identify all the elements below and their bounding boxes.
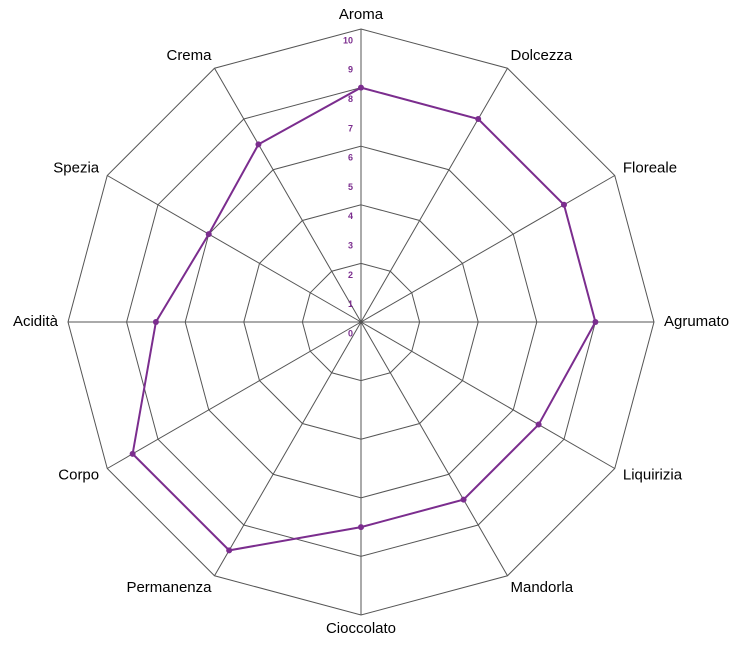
- axis-spoke: [214, 321, 362, 576]
- tick-label: 5: [348, 182, 353, 192]
- tick-label: 0: [348, 328, 353, 338]
- axis-spoke: [360, 68, 508, 323]
- axis-spoke: [107, 175, 362, 323]
- tick-label: 2: [348, 270, 353, 280]
- category-label: Floreale: [623, 159, 677, 176]
- tick-label: 10: [343, 35, 353, 45]
- category-label: Dolcezza: [511, 47, 573, 64]
- tick-label: 1: [348, 299, 353, 309]
- axis-spoke: [107, 321, 362, 469]
- axis-spoke: [214, 68, 362, 323]
- data-point: [592, 319, 599, 325]
- category-label: Crema: [166, 47, 212, 64]
- category-label: Liquirizia: [623, 466, 683, 483]
- data-line: [131, 86, 597, 552]
- category-label: Aroma: [339, 6, 384, 23]
- data-point: [560, 201, 567, 208]
- category-label: Corpo: [58, 466, 99, 483]
- tick-label: 7: [348, 123, 353, 133]
- tick-label: 6: [348, 153, 353, 163]
- data-point: [255, 141, 262, 148]
- tick-label: 8: [348, 94, 353, 104]
- data-point: [358, 84, 364, 91]
- data-point: [152, 319, 159, 325]
- data-point: [205, 231, 212, 238]
- data-point: [535, 421, 542, 428]
- category-label: Cioccolato: [326, 620, 396, 637]
- tick-label: 3: [348, 240, 353, 250]
- category-label: Mandorla: [511, 579, 574, 596]
- axis-spoke: [360, 321, 508, 576]
- category-label: Agrumato: [664, 313, 729, 330]
- data-point: [460, 496, 467, 503]
- category-label: Acidità: [13, 313, 59, 330]
- axis-spoke: [360, 321, 615, 469]
- data-point: [226, 547, 233, 554]
- data-point: [358, 524, 364, 531]
- axis-spoke: [360, 175, 615, 323]
- data-point: [475, 116, 482, 123]
- tick-label: 4: [348, 211, 353, 221]
- tick-label: 9: [348, 65, 353, 75]
- data-point: [129, 450, 136, 457]
- category-label: Spezia: [53, 159, 100, 176]
- category-label: Permanenza: [126, 579, 212, 596]
